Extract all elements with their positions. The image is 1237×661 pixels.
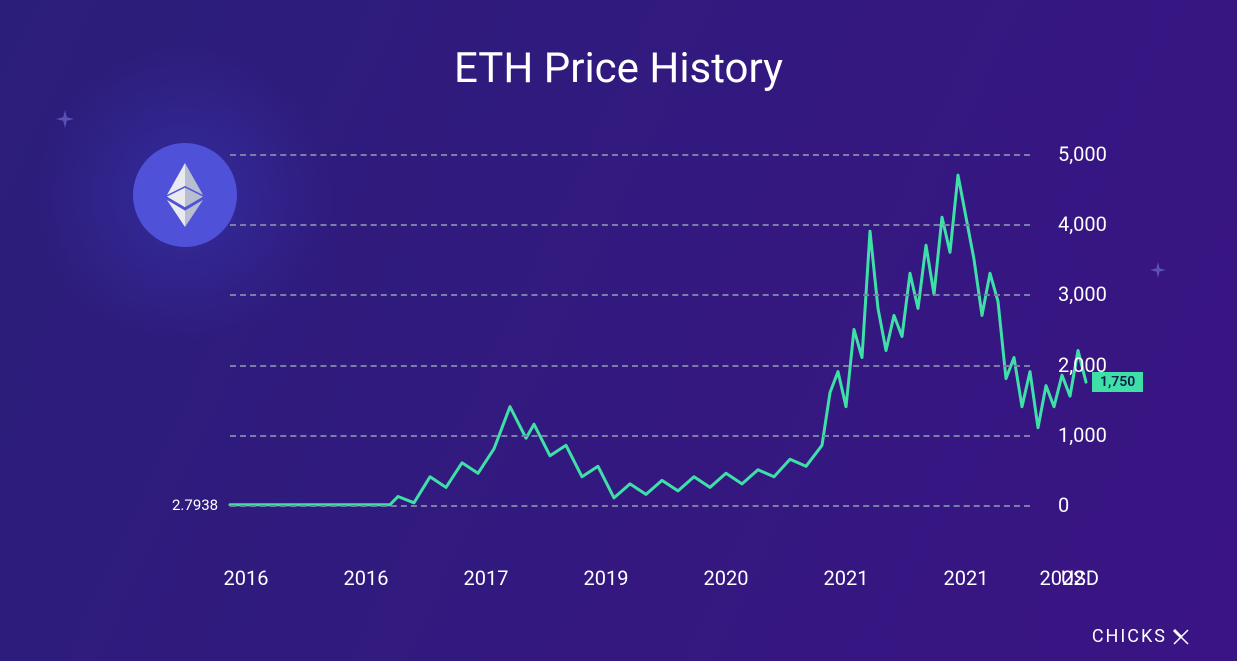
y-axis-tick-label: 3,000 [1058, 282, 1107, 306]
brand-text: CHICKS [1092, 626, 1167, 647]
current-price-flag: 1,750 [1092, 372, 1143, 392]
gridline [230, 224, 1030, 226]
start-value-label: 2.7938 [172, 496, 218, 514]
x-axis-tick-label: 2020 [704, 566, 749, 590]
ethereum-icon [165, 163, 205, 227]
chart-plot-area [230, 140, 1030, 540]
x-axis-tick-label: 2021 [824, 566, 869, 590]
chart-svg [230, 140, 1030, 540]
gridline [230, 365, 1030, 367]
y-axis-tick-label: 5,000 [1058, 142, 1107, 166]
brand-logo: CHICKS [1092, 626, 1191, 647]
x-axis-tick-label: 2016 [344, 566, 389, 590]
y-axis-tick-label: 1,000 [1058, 423, 1107, 447]
sparkle-icon [56, 110, 74, 132]
y-axis-tick-label: 4,000 [1058, 212, 1107, 236]
gridline [230, 505, 1030, 507]
gridline [230, 154, 1030, 156]
eth-logo-badge [133, 143, 237, 247]
y-axis-unit-label: USD [1061, 566, 1099, 590]
brand-x-icon [1171, 627, 1191, 647]
sparkle-icon [1150, 262, 1166, 282]
gridline [230, 435, 1030, 437]
chart-title: ETH Price History [454, 44, 783, 93]
x-axis-tick-label: 2019 [584, 566, 629, 590]
x-axis-tick-label: 2016 [224, 566, 269, 590]
y-axis-tick-label: 0 [1058, 493, 1069, 517]
gridline [230, 294, 1030, 296]
x-axis-tick-label: 2021 [944, 566, 989, 590]
chart-canvas: ETH Price History 01,0002,0003,0004,0005… [0, 0, 1237, 661]
x-axis-tick-label: 2017 [464, 566, 509, 590]
